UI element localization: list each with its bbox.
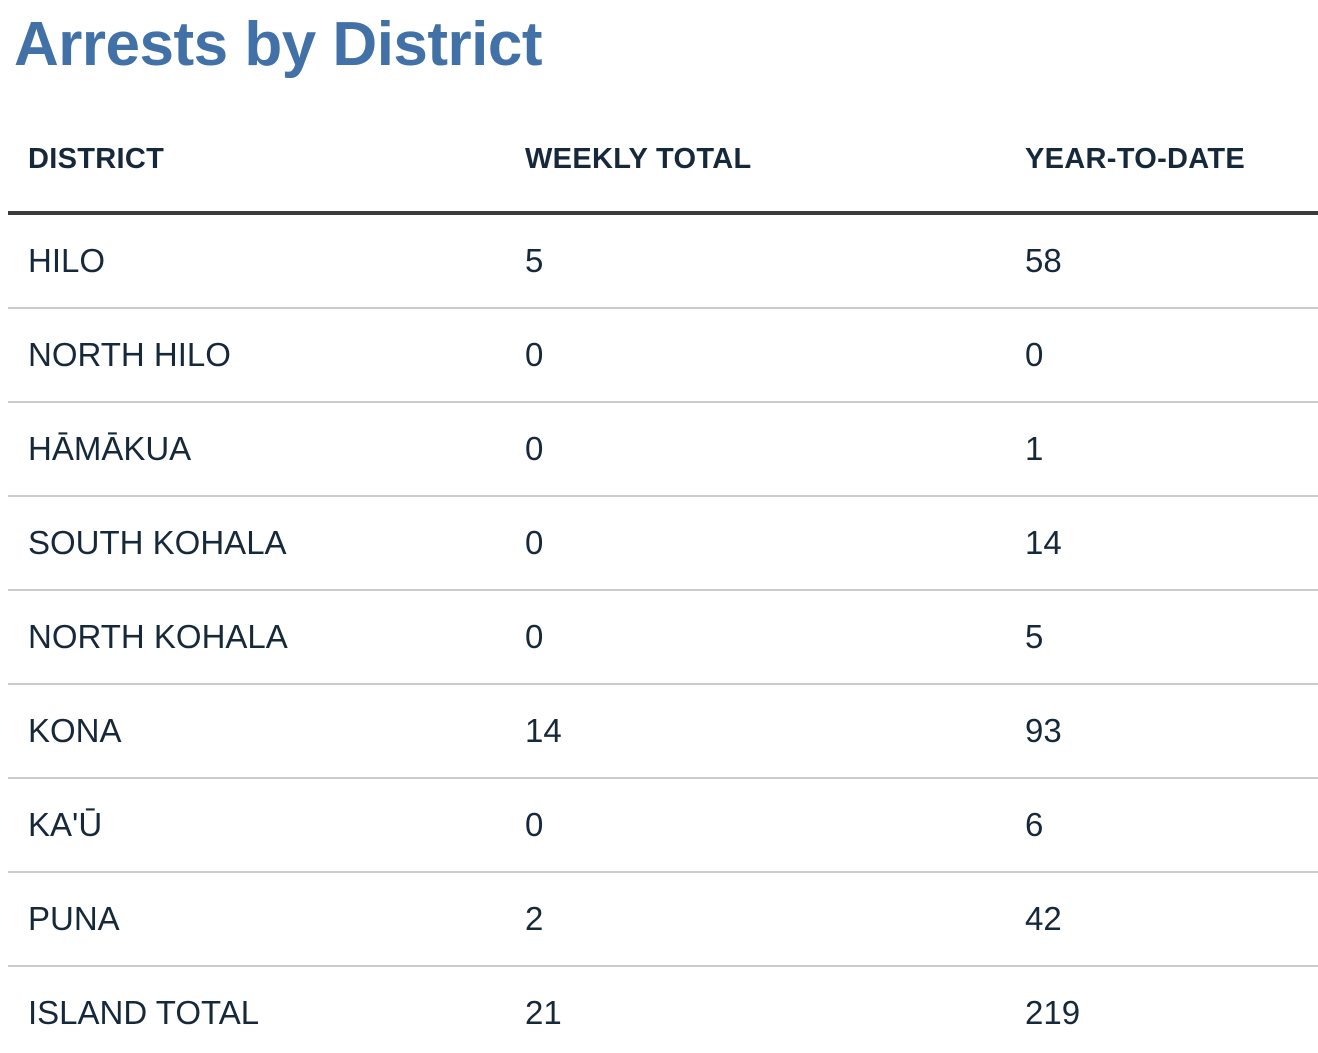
weekly-total-cell: 5 [505,213,1005,309]
year-to-date-cell: 93 [1005,684,1318,779]
table-body: HILO 5 58 NORTH HILO 0 0 HĀMĀKUA 0 1 SOU… [8,213,1318,1053]
year-to-date-cell: 42 [1005,872,1318,967]
header-row: DISTRICT WEEKLY TOTAL YEAR-TO-DATE [8,122,1318,215]
year-to-date-cell: 14 [1005,496,1318,591]
weekly-total-cell: 14 [505,684,1005,779]
weekly-total-cell: 21 [505,966,1005,1053]
table-row: PUNA 2 42 [8,872,1318,967]
weekly-total-cell: 0 [505,590,1005,685]
year-to-date-cell: 5 [1005,590,1318,685]
table-row: HILO 5 58 [8,213,1318,309]
page-title: Arrests by District [14,10,543,79]
arrests-by-district-table: DISTRICT WEEKLY TOTAL YEAR-TO-DATE HILO … [8,122,1318,1053]
column-header-district: DISTRICT [8,122,505,215]
year-to-date-cell: 1 [1005,402,1318,497]
column-header-weekly-total: WEEKLY TOTAL [505,122,1005,215]
weekly-total-cell: 0 [505,402,1005,497]
district-cell: NORTH HILO [8,308,505,403]
district-cell: HĀMĀKUA [8,402,505,497]
year-to-date-cell: 219 [1005,966,1318,1053]
year-to-date-cell: 0 [1005,308,1318,403]
district-cell: SOUTH KOHALA [8,496,505,591]
weekly-total-cell: 0 [505,496,1005,591]
weekly-total-cell: 0 [505,308,1005,403]
district-cell: ISLAND TOTAL [8,966,505,1053]
district-cell: NORTH KOHALA [8,590,505,685]
district-cell: KONA [8,684,505,779]
district-cell: HILO [8,213,505,309]
table-row: SOUTH KOHALA 0 14 [8,496,1318,591]
year-to-date-cell: 6 [1005,778,1318,873]
weekly-total-cell: 2 [505,872,1005,967]
table-row-island-total: ISLAND TOTAL 21 219 [8,966,1318,1053]
table-row: NORTH HILO 0 0 [8,308,1318,403]
table-header: DISTRICT WEEKLY TOTAL YEAR-TO-DATE [8,122,1318,215]
district-cell: KA'Ū [8,778,505,873]
weekly-total-cell: 0 [505,778,1005,873]
district-cell: PUNA [8,872,505,967]
column-header-year-to-date: YEAR-TO-DATE [1005,122,1318,215]
table-row: KONA 14 93 [8,684,1318,779]
table-row: NORTH KOHALA 0 5 [8,590,1318,685]
table-row: KA'Ū 0 6 [8,778,1318,873]
year-to-date-cell: 58 [1005,213,1318,309]
table-row: HĀMĀKUA 0 1 [8,402,1318,497]
